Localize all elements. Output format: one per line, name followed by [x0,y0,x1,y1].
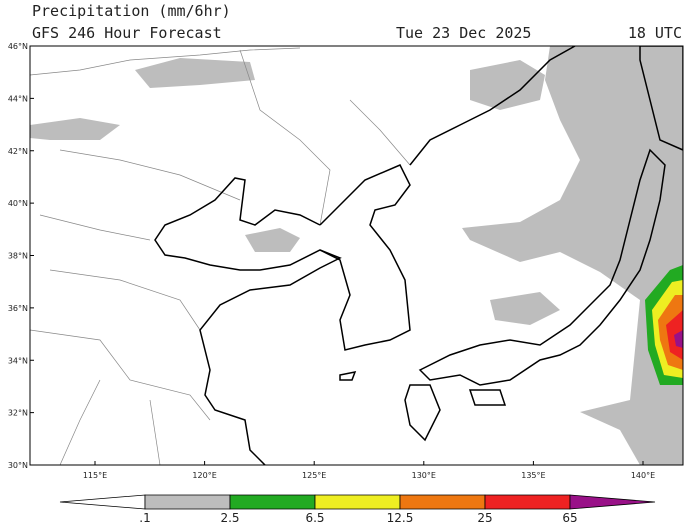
colorbar-label: 65 [562,511,577,525]
precip-area [490,292,560,325]
date: Tue 23 Dec 2025 [396,24,531,42]
coastline [418,148,666,386]
time: 18 UTC [628,24,682,42]
coastline [409,46,576,166]
lon-label: 140°E [631,471,655,480]
lon-label: 125°E [302,471,326,480]
subtitle: GFS 246 Hour Forecast [32,24,222,42]
colorbar-label: 12.5 [387,511,414,525]
lat-label: 46°N [8,42,28,51]
lat-label: 40°N [8,199,28,208]
colorbar-segment [144,494,231,510]
colorbar-label: .1 [139,511,150,525]
precip-area [30,118,120,140]
lon-label: 135°E [521,471,545,480]
colorbar-segment [484,494,571,510]
lat-label: 36°N [8,304,28,313]
lat-label: 42°N [8,147,28,156]
lon-label: 130°E [412,471,436,480]
colorbar-segment [314,494,401,510]
colorbar-label: 25 [477,511,492,525]
precip-area [462,46,683,465]
lat-label: 32°N [8,409,28,418]
coastline [154,177,342,465]
coastline [339,46,683,442]
border [30,47,411,465]
colorbar-segment [229,494,316,510]
colorbar-label: 6.5 [305,511,324,525]
lat-label: 34°N [8,356,28,365]
colorbar-segment [59,494,146,510]
lon-label: 120°E [192,471,216,480]
lat-label: 30°N [8,461,28,470]
coastline [319,164,411,351]
precip-area [135,58,255,88]
precip-area [245,228,300,252]
lat-label: 38°N [8,252,28,261]
lon-label: 115°E [83,471,107,480]
colorbar-segment [569,494,656,510]
precip-area [470,60,545,110]
map [30,46,683,465]
lat-label: 44°N [8,94,28,103]
precip-area [674,330,683,348]
title: Precipitation (mm/6hr) [32,2,231,20]
colorbar-segment [399,494,486,510]
colorbar-label: 2.5 [220,511,239,525]
